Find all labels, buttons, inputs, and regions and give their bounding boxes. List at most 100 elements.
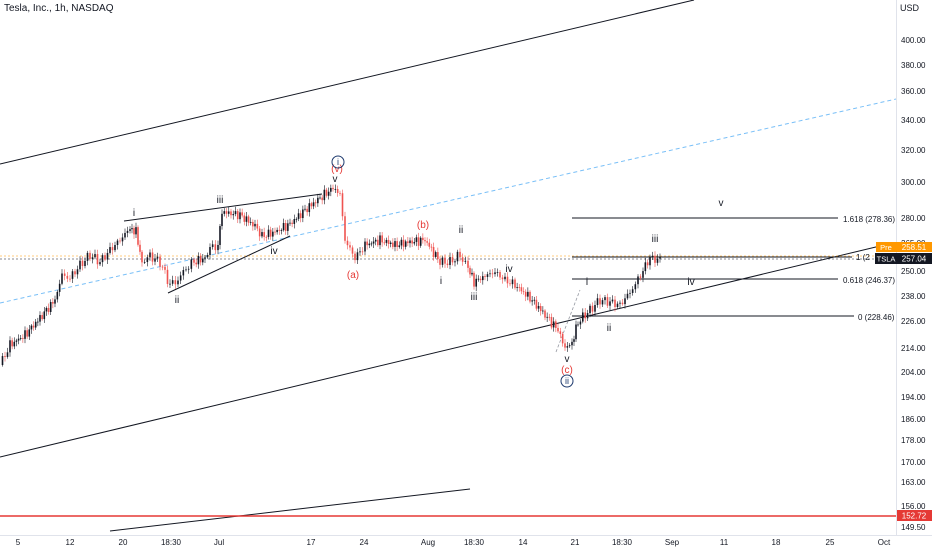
candle-body xyxy=(437,252,439,260)
candle-body xyxy=(619,302,621,304)
price-tick-label: 194.00 xyxy=(901,393,926,402)
candle-body xyxy=(582,312,584,322)
fib-label-1: 1 (2 xyxy=(856,253,870,262)
candle-body xyxy=(43,311,46,320)
symbol-tag xyxy=(875,253,897,264)
candle-body xyxy=(282,222,285,231)
currency-label[interactable]: USD xyxy=(900,3,920,13)
candle-body xyxy=(30,325,33,330)
candle-body xyxy=(504,276,506,280)
candle-body xyxy=(372,241,375,244)
candle-body xyxy=(195,262,197,265)
candle-body xyxy=(486,274,489,277)
candle-body xyxy=(76,269,79,275)
wave-label-iv-2: iv xyxy=(505,264,512,275)
price-axis-divider xyxy=(896,0,897,535)
candle-body xyxy=(424,240,426,242)
candle-body xyxy=(346,240,349,246)
candle-body xyxy=(141,251,143,263)
candle-body xyxy=(341,193,344,217)
candle-body xyxy=(126,230,129,233)
wave-label-i-3: i xyxy=(586,277,588,288)
time-axis-divider xyxy=(0,535,932,536)
time-tick-label: Sep xyxy=(665,538,680,547)
candle-body xyxy=(278,229,281,231)
candle-body xyxy=(317,197,319,204)
candle-body xyxy=(179,275,182,281)
price-tick-label: 214.00 xyxy=(901,344,926,353)
candle-body xyxy=(104,255,106,260)
time-tick-label: 14 xyxy=(519,538,528,547)
candle-body xyxy=(325,189,328,196)
candle-body xyxy=(591,305,594,312)
candle-body xyxy=(101,255,104,263)
candle-body xyxy=(133,228,135,235)
wave-label-ii-1: ii xyxy=(175,295,179,306)
candle-body xyxy=(161,266,164,268)
time-tick-label: Jul xyxy=(214,538,224,547)
candle-body xyxy=(552,321,555,328)
candle-body xyxy=(149,252,151,258)
symbol-label: TSLA xyxy=(877,255,896,264)
candle-body xyxy=(204,257,206,259)
candle-body xyxy=(392,242,394,247)
candle-body xyxy=(568,345,571,347)
candle-body xyxy=(586,313,589,319)
candle-body xyxy=(190,259,193,269)
candle-body xyxy=(321,197,323,201)
candle-body xyxy=(274,231,276,233)
candle-body xyxy=(106,252,109,260)
candle-body xyxy=(446,263,449,266)
candle-body xyxy=(501,277,504,280)
candle-body xyxy=(522,291,525,293)
candle-body xyxy=(531,300,533,302)
price-axis[interactable]: 400.00 380.00 360.00 340.00 320.00 300.00 280.… xyxy=(901,36,926,532)
candle-body xyxy=(24,330,26,339)
pre-value-tag xyxy=(897,242,932,252)
wave-label-red-b: (b) xyxy=(417,220,429,231)
candle-body xyxy=(584,312,586,319)
circle-marker-ii xyxy=(560,374,574,388)
candle-body xyxy=(131,228,133,230)
time-axis[interactable]: 5 12 20 18:30 Jul 17 24 Aug 18:30 14 21 18:30 Sep 11 1… xyxy=(16,538,891,547)
candle-body xyxy=(506,276,509,284)
candle-body xyxy=(34,321,37,328)
candle-body xyxy=(482,276,484,281)
candle-body xyxy=(114,245,116,251)
price-tick-label: 380.00 xyxy=(901,61,926,70)
last-price-tag xyxy=(897,253,932,264)
candle-body xyxy=(407,241,409,244)
candle-body xyxy=(614,299,616,307)
candle-body xyxy=(330,187,332,192)
candle-body xyxy=(606,297,609,306)
candle-body xyxy=(579,321,582,325)
time-tick-label: 12 xyxy=(66,538,75,547)
wave-label-red-c: (c) xyxy=(561,365,573,376)
candle-body xyxy=(566,346,569,348)
candle-body xyxy=(63,273,66,276)
price-tick-label: 320.00 xyxy=(901,146,926,155)
candle-body xyxy=(135,227,137,235)
candle-body xyxy=(129,229,131,231)
time-tick-label: 11 xyxy=(720,538,729,547)
candle-body xyxy=(396,241,398,247)
candle-body xyxy=(377,239,379,246)
candle-body xyxy=(491,273,494,275)
last-price-value: 257.04 xyxy=(902,255,927,264)
candle-body xyxy=(245,216,248,222)
candles-group xyxy=(1,184,661,367)
circled-label-ii: ii xyxy=(565,376,569,386)
candle-body xyxy=(297,213,300,219)
candle-body xyxy=(398,245,401,247)
candle-body xyxy=(265,236,268,238)
candle-body xyxy=(475,278,477,287)
candle-body xyxy=(71,271,74,279)
candle-body xyxy=(177,280,179,285)
price-tick-label: 149.50 xyxy=(901,523,926,532)
price-tick-label: 186.00 xyxy=(901,415,926,424)
candle-body xyxy=(383,242,386,244)
candle-body xyxy=(19,337,22,339)
candle-body xyxy=(349,245,351,248)
candle-body xyxy=(143,261,146,263)
